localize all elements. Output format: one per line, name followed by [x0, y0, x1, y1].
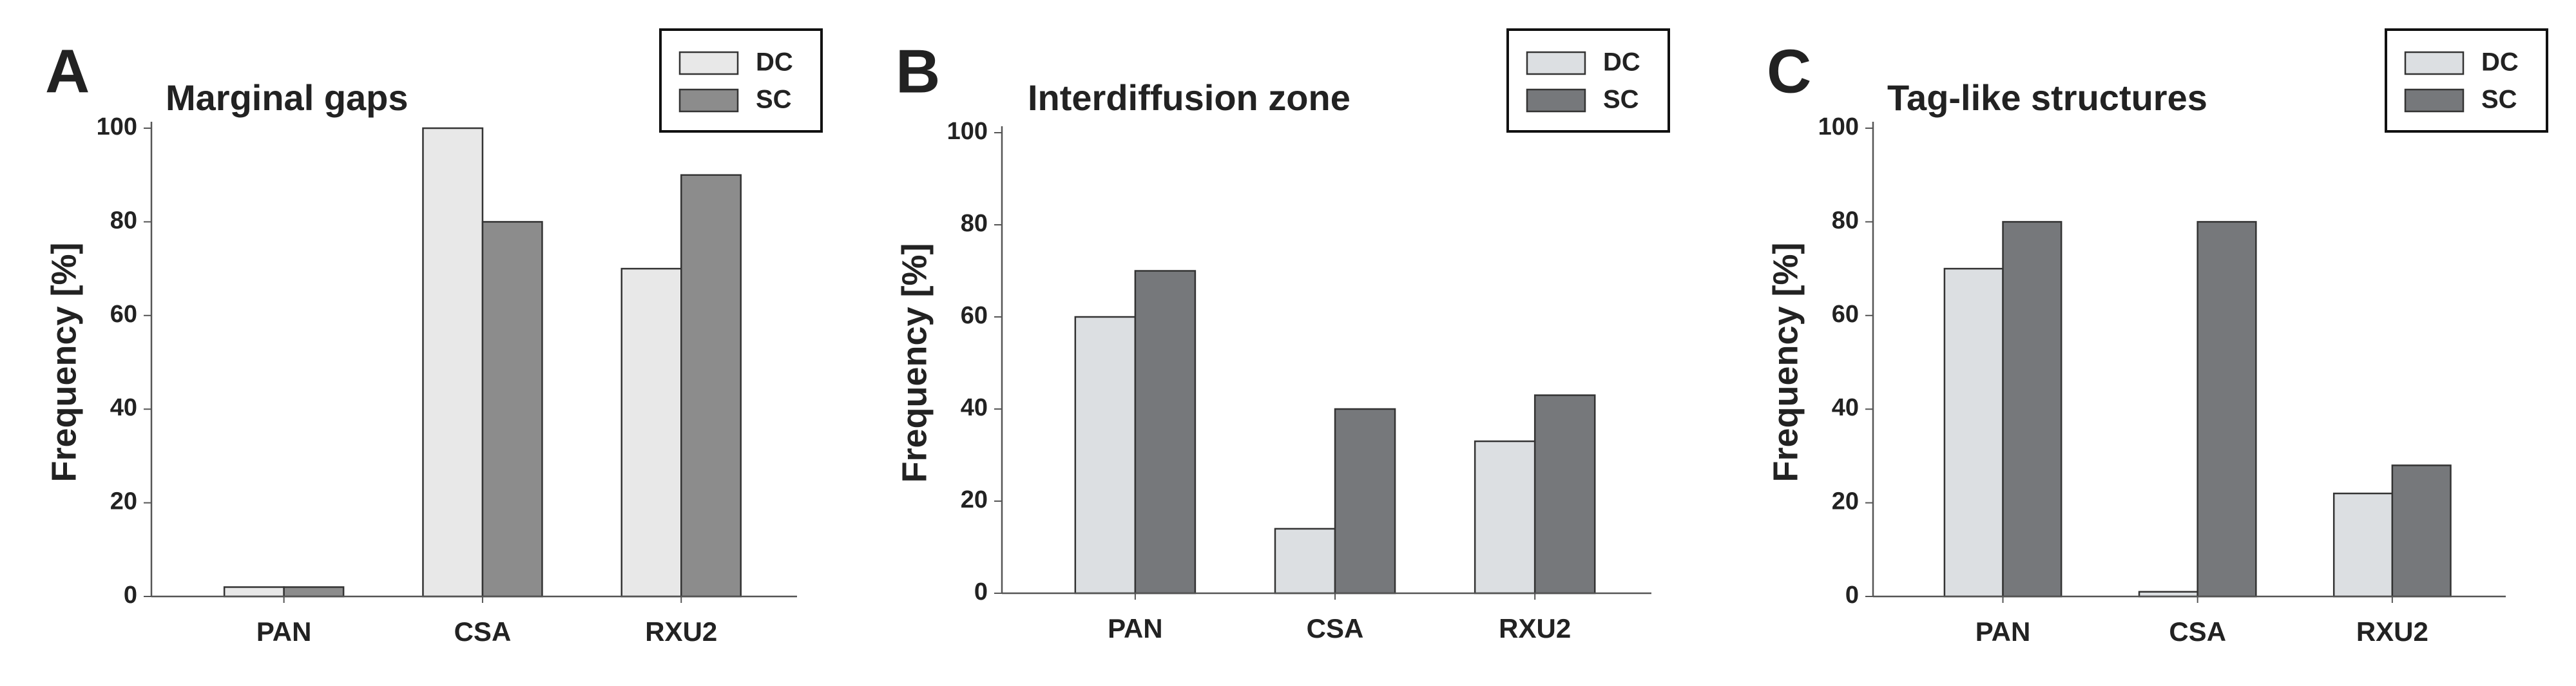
panel-label: B [896, 37, 940, 106]
legend-swatch [1526, 88, 1586, 113]
legend-swatch [1526, 51, 1586, 75]
y-tick-label: 60 [110, 301, 137, 328]
y-axis-label: Frequency [%] [44, 242, 83, 482]
y-tick-label: 0 [1845, 582, 1859, 609]
y-tick-label: 60 [961, 302, 988, 329]
x-tick-label: RXU2 [645, 616, 717, 647]
y-tick-label: 80 [1832, 207, 1859, 234]
bar [1134, 270, 1197, 595]
y-tick-label: 100 [1818, 113, 1859, 140]
y-tick-label: 20 [110, 488, 137, 515]
x-tick-label: PAN [1108, 613, 1163, 643]
legend-swatch [678, 51, 739, 75]
x-tick-label: PAN [1975, 616, 2031, 647]
panel-label: A [45, 37, 90, 106]
bar [1533, 394, 1596, 595]
y-tick-label: 40 [1832, 394, 1859, 421]
y-tick-label: 100 [947, 118, 988, 145]
x-tick-label: PAN [256, 616, 312, 647]
bar [422, 127, 484, 598]
y-tick-label: 80 [961, 210, 988, 237]
y-tick-label: 0 [974, 578, 988, 605]
x-tick-label: CSA [454, 616, 512, 647]
x-tick-label: CSA [2169, 616, 2226, 647]
bar [680, 174, 742, 598]
chart-title: Interdiffusion zone [1028, 77, 1350, 118]
bar [1274, 528, 1336, 595]
bar [1474, 440, 1536, 595]
bar [2196, 221, 2257, 598]
y-tick-label: 80 [110, 207, 137, 234]
bar [1943, 267, 2004, 598]
bar [1074, 316, 1137, 595]
legend-box [2385, 28, 2548, 133]
chart-title: Tag-like structures [1887, 77, 2207, 118]
x-tick-label: RXU2 [2356, 616, 2428, 647]
legend-label: SC [756, 86, 792, 114]
x-tick-label: RXU2 [1499, 613, 1571, 643]
y-tick-label: 20 [961, 486, 988, 513]
y-tick-label: 100 [97, 113, 137, 140]
y-tick-label: 20 [1832, 488, 1859, 515]
bar [283, 586, 345, 598]
legend-label: DC [756, 48, 793, 77]
legend-box [659, 28, 823, 133]
y-axis-label: Frequency [%] [1766, 242, 1805, 482]
chart-title: Marginal gaps [166, 77, 409, 118]
x-tick-label: CSA [1307, 613, 1364, 643]
legend-label: DC [2481, 48, 2519, 77]
bar [481, 221, 543, 598]
y-tick-label: 60 [1832, 301, 1859, 328]
panel-label: C [1767, 37, 1811, 106]
legend-label: DC [1603, 48, 1640, 77]
bar [223, 586, 285, 598]
legend-swatch [2404, 88, 2465, 113]
bar [2332, 492, 2394, 598]
legend-swatch [678, 88, 739, 113]
y-tick-label: 40 [110, 394, 137, 421]
y-axis-label: Frequency [%] [895, 243, 934, 482]
y-tick-label: 0 [124, 582, 137, 609]
legend-swatch [2404, 51, 2465, 75]
bar [2002, 221, 2062, 598]
legend-box [1506, 28, 1670, 133]
legend-label: SC [2481, 86, 2517, 114]
y-tick-label: 40 [961, 394, 988, 421]
bar [2391, 464, 2452, 598]
bar [1334, 408, 1396, 595]
bar [620, 267, 682, 598]
legend-label: SC [1603, 86, 1639, 114]
